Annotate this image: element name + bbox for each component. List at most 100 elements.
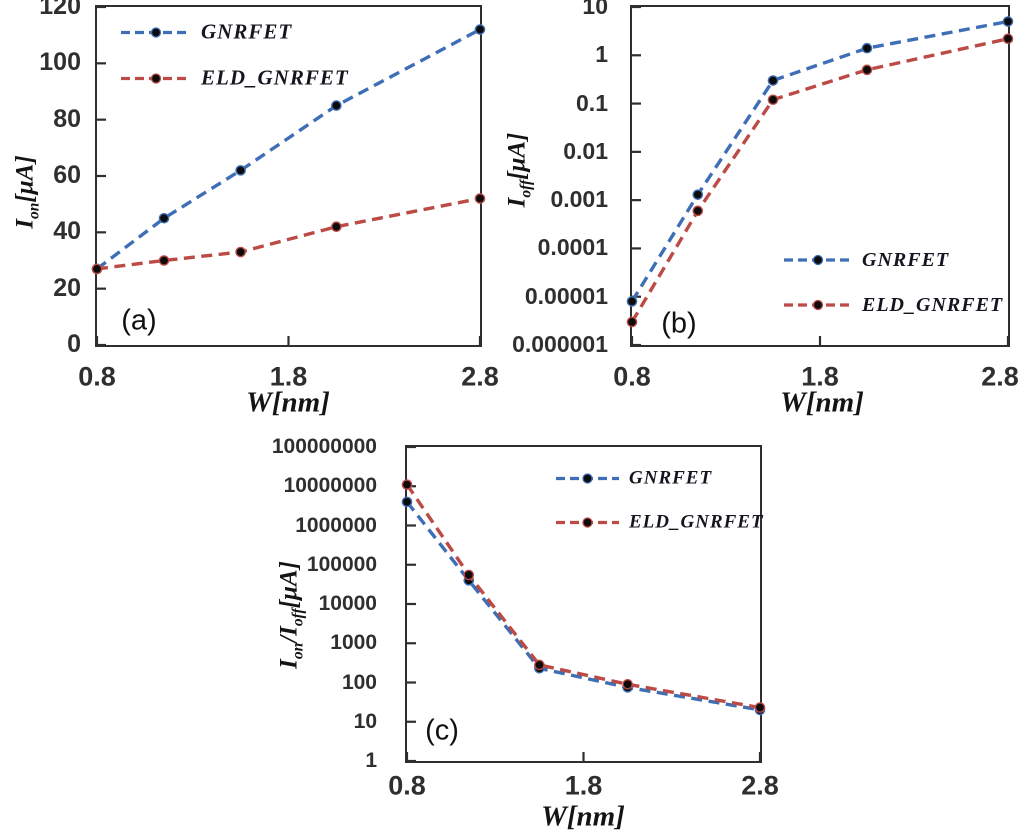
legend-marker-dot-icon: [812, 299, 824, 311]
chart-b-plot-area: [626, 5, 1013, 346]
chart-b-y-tick-label: 1: [595, 41, 608, 68]
eld_gnrfet-data-point: [533, 659, 545, 670]
chart-a-y-tick-label: 40: [53, 217, 81, 246]
chart-a-x-tick-label: 0.8: [78, 361, 116, 392]
gnrfet-data-point: [861, 42, 872, 54]
chart-b-y-tick-label: 0.0001: [537, 234, 608, 261]
gnrfet-series-line: [95, 27, 481, 270]
eld_gnrfet-data-point: [754, 701, 765, 713]
legend-marker-dot-icon: [582, 472, 593, 484]
legend-label: GNRFET: [862, 249, 950, 271]
chart-c-y-tick-label: 10000: [318, 592, 377, 616]
chart-c-plot-area: [401, 445, 765, 762]
legend-marker-dot-icon: [150, 72, 162, 84]
chart-c-y-tick-label: 10000000: [283, 474, 377, 498]
chart-c-y-tick-label: 100: [341, 670, 377, 694]
chart-c-y-tick-label: 1000000: [295, 513, 377, 537]
chart-a-x-axis-title: W[nm]: [246, 386, 330, 419]
eld_gnrfet-data-point: [626, 316, 637, 327]
chart-c-x-tick-label: 1.8: [564, 770, 603, 801]
legend-label: GNRFET: [201, 19, 293, 44]
eld_gnrfet-data-point: [158, 254, 169, 266]
chart-c-legend-item-eld_gnrfet: ELD_GNRFET: [555, 513, 764, 532]
gnrfet-data-point: [626, 295, 637, 307]
chart-c-x-axis-title: W[nm]: [541, 800, 625, 833]
chart-b-y-tick-label: 0.000001: [512, 331, 608, 358]
gnrfet-series-line: [405, 500, 760, 712]
chart-a-plot-area: [91, 5, 485, 346]
chart-a-y-tick-label: 100: [39, 48, 81, 77]
chart-a-y-tick-label: 80: [53, 104, 81, 133]
eld_gnrfet-legend-line-icon: [784, 299, 852, 311]
legend-marker-dot-icon: [812, 254, 824, 266]
chart-b-y-tick-label: 0.1: [576, 89, 608, 116]
chart-b-y-tick-label: 0.00001: [524, 282, 608, 309]
legend-label: ELD_GNRFET: [629, 511, 764, 533]
eld_gnrfet-data-point: [621, 678, 633, 690]
legend-label: ELD_GNRFET: [862, 294, 1004, 316]
chart-a-plot-frame: [91, 4, 485, 347]
legend-marker-dot-icon: [150, 26, 162, 38]
gnrfet-data-point: [692, 188, 703, 200]
chart-b-legend-item-gnrfet: GNRFET: [783, 250, 949, 270]
legend-marker-dot-icon: [582, 516, 593, 528]
eld_gnrfet-legend-line-icon: [556, 516, 619, 528]
chart-a-y-tick-label: 20: [53, 273, 81, 302]
chart-b-y-tick-label: 10: [582, 0, 608, 20]
gnrfet-legend-line-icon: [784, 254, 852, 266]
eld_gnrfet-data-point: [1002, 32, 1013, 44]
chart-a-y-tick-label: 120: [39, 0, 81, 20]
gnrfet-data-point: [158, 212, 169, 224]
eld_gnrfet-data-point: [330, 220, 342, 232]
chart-c-x-tick-label: 0.8: [388, 770, 426, 801]
eld_gnrfet-data-point: [91, 263, 102, 274]
gnrfet-series-line: [630, 19, 1008, 302]
eld_gnrfet-data-point: [234, 246, 246, 257]
chart-a-panel-label: (a): [121, 304, 157, 337]
chart-c-y-tick-label: 100000: [306, 552, 377, 576]
chart-b-y-tick-label: 0.001: [550, 186, 608, 213]
legend-label: ELD_GNRFET: [201, 65, 349, 90]
eld_gnrfet-series-line: [630, 36, 1008, 323]
chart-c-panel-label: (c): [425, 714, 459, 747]
chart-a-x-tick-label: 2.8: [461, 361, 499, 392]
gnrfet-data-point: [234, 164, 246, 176]
gnrfet-data-point: [330, 99, 342, 111]
chart-c-x-tick-label: 2.8: [741, 770, 779, 801]
eld_gnrfet-data-point: [861, 64, 872, 75]
gnrfet-data-point: [401, 496, 412, 507]
eld_gnrfet-legend-line-icon: [121, 72, 191, 84]
chart-c-plot-frame: [401, 444, 765, 763]
eld_gnrfet-data-point: [767, 93, 778, 105]
chart-b-y-tick-label: 0.01: [563, 137, 608, 164]
chart-b-x-tick-label: 2.8: [981, 361, 1019, 392]
legend-label: GNRFET: [629, 467, 713, 489]
chart-b-x-axis-title: W[nm]: [780, 386, 864, 419]
chart-c-y-tick-label: 10: [353, 709, 377, 733]
chart-b-x-tick-label: 0.8: [613, 361, 651, 392]
chart-c-y-tick-label: 100000000: [271, 435, 377, 459]
eld_gnrfet-series-line: [405, 483, 760, 709]
chart-b-x-tick-label: 1.8: [801, 361, 839, 392]
gnrfet-legend-line-icon: [556, 472, 619, 484]
gnrfet-data-point: [767, 74, 778, 86]
chart-a-y-tick-label: 60: [53, 161, 81, 189]
chart-c-y-tick-label: 1000: [330, 631, 377, 655]
chart-a-x-tick-label: 1.8: [269, 361, 308, 392]
chart-a-legend-item-eld_gnrfet: ELD_GNRFET: [120, 65, 349, 90]
gnrfet-data-point: [474, 23, 485, 35]
eld_gnrfet-data-point: [401, 478, 412, 490]
chart-b-legend-item-eld_gnrfet: ELD_GNRFET: [783, 295, 1003, 315]
eld_gnrfet-data-point: [462, 569, 474, 580]
gnrfet-legend-line-icon: [121, 26, 191, 38]
chart-c-y-tick-label: 1: [365, 749, 377, 773]
chart-a-y-tick-label: 0: [67, 330, 81, 358]
eld_gnrfet-data-point: [692, 205, 703, 216]
eld_gnrfet-data-point: [474, 192, 485, 204]
chart-b-panel-label: (b): [661, 307, 697, 340]
chart-a-legend-item-gnrfet: GNRFET: [120, 19, 293, 44]
gnrfet-data-point: [1002, 15, 1013, 27]
chart-c-legend-item-gnrfet: GNRFET: [555, 469, 712, 488]
chart-b-plot-frame: [626, 4, 1013, 347]
